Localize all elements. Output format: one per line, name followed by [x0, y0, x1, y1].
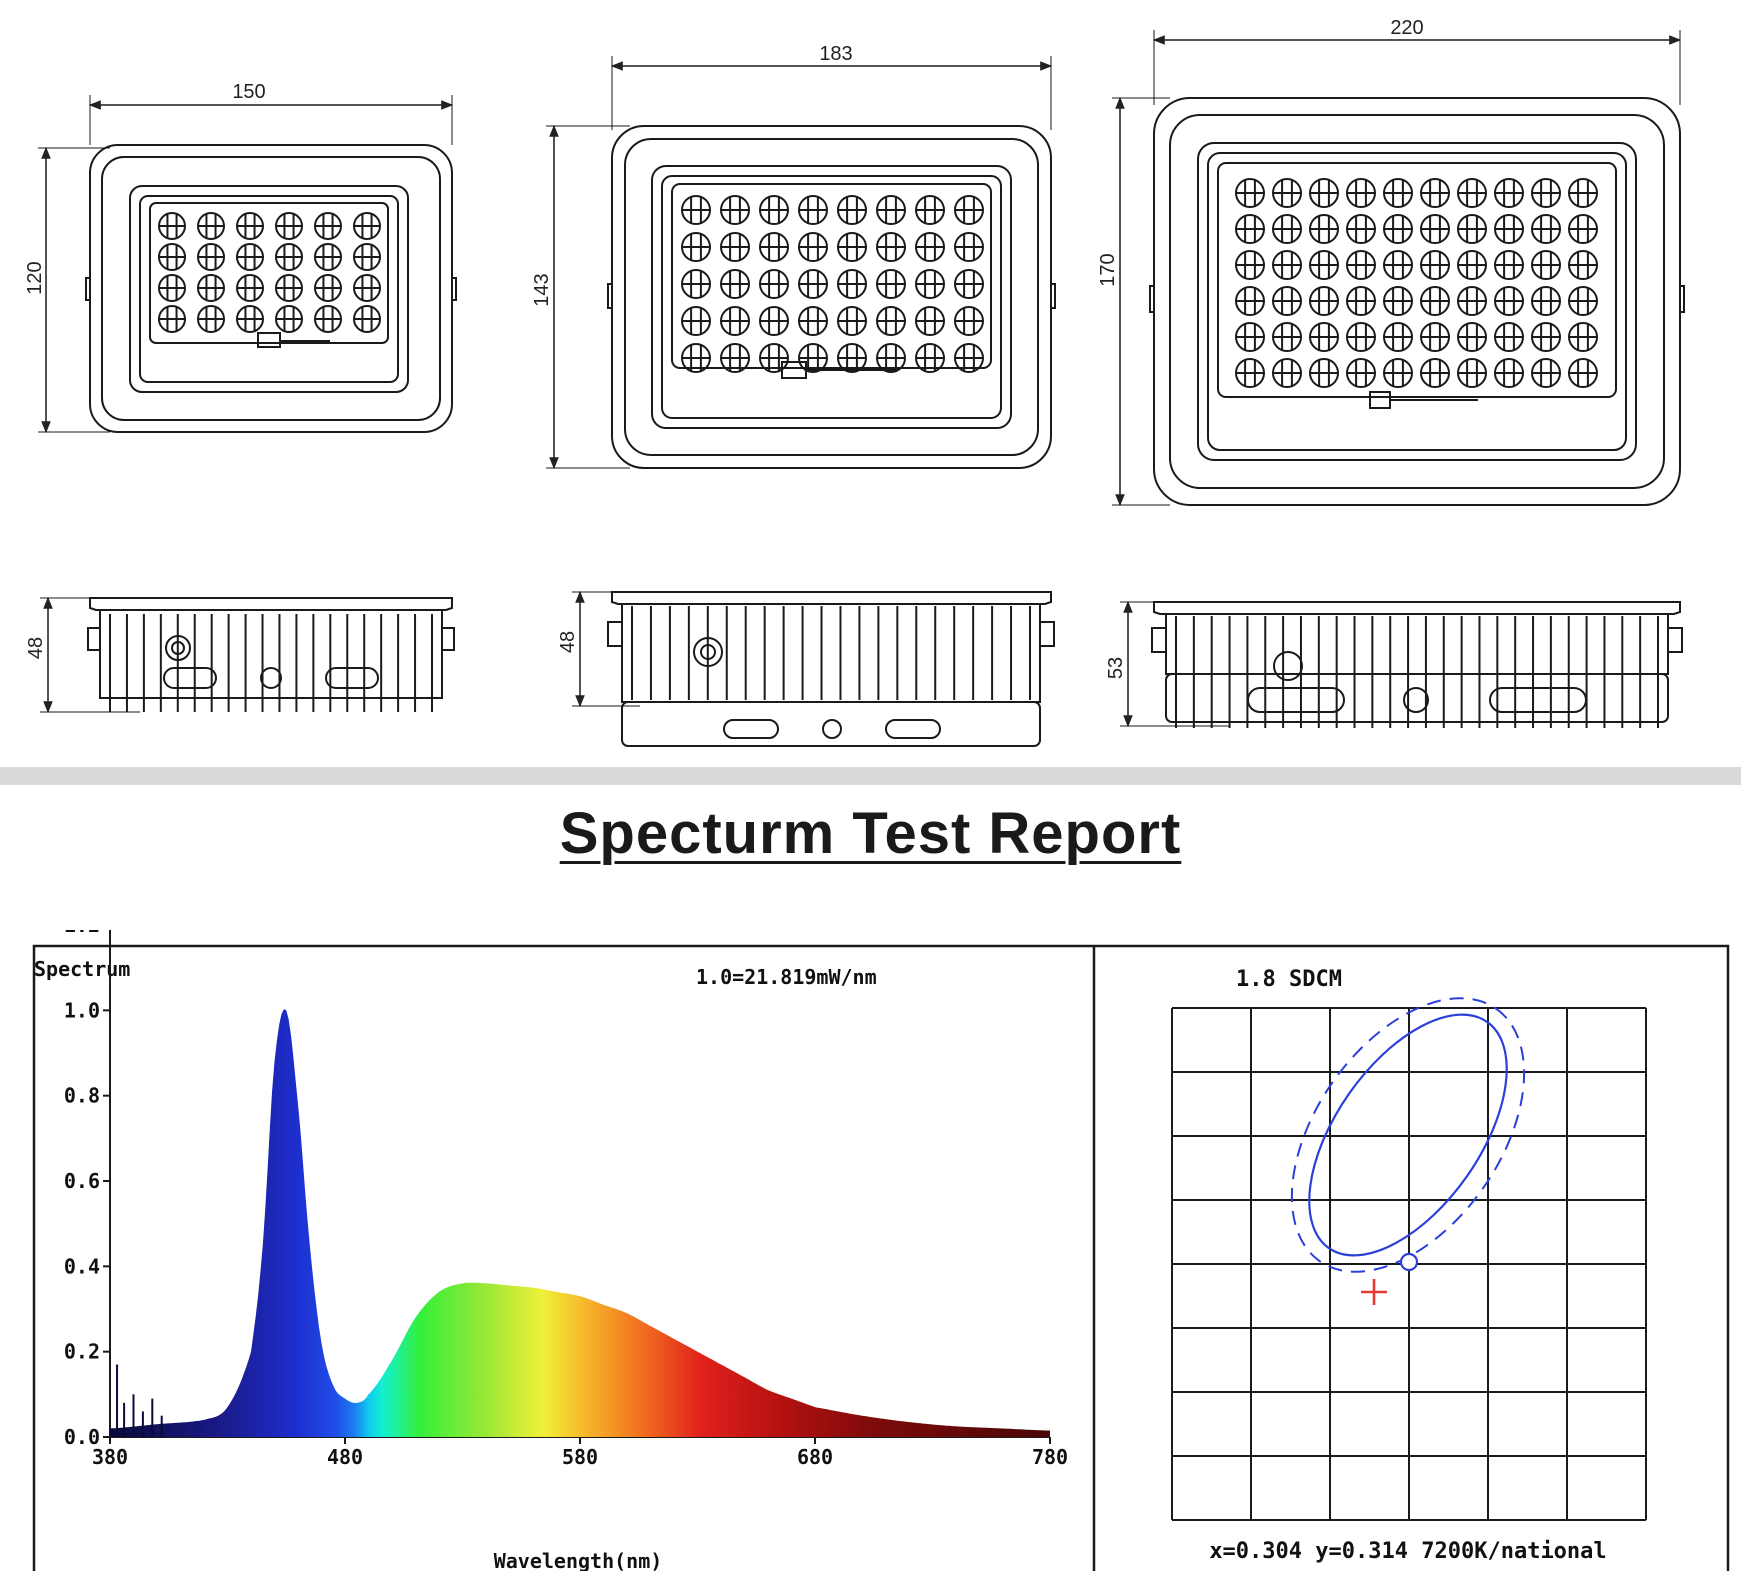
spectrum-chart: Spectrum 1.0=21.819mW/nm Wavelength(nm) … [34, 930, 1068, 1571]
spectrum-x-tick-label: 580 [562, 1445, 598, 1469]
small-depth-label: 48 [25, 637, 47, 659]
spectrum-y-tick-label: 0.0 [64, 1425, 100, 1449]
chromaticity-caption: x=0.304 y=0.314 7200K/national [1209, 1539, 1606, 1564]
spectrum-y-tick-label: 1.0 [64, 998, 100, 1022]
spectrum-y-title: Spectrum [34, 957, 130, 981]
large-depth-label: 53 [1105, 657, 1127, 679]
chromaticity-chart: 1.8 SDCM x=0.304 y=0.314 7200K/national [1171, 967, 1647, 1564]
large-side-view [1120, 600, 1683, 728]
large-front-view [1112, 30, 1685, 507]
product-dimension-drawings: 150 120 183 143 [24, 17, 1685, 747]
spectrum-y-tick-label: 0.8 [64, 1084, 100, 1108]
small-front-view [38, 95, 457, 434]
medium-depth-label: 48 [557, 631, 579, 653]
spectrum-y-tick-label: 0.4 [64, 1254, 100, 1278]
spectrum-x-tick-label: 680 [797, 1445, 833, 1469]
small-width-label: 150 [232, 81, 265, 103]
spectrum-x-tick-label: 780 [1032, 1445, 1068, 1469]
spectrum-report-panel: Spectrum 1.0=21.819mW/nm Wavelength(nm) … [32, 930, 1730, 1571]
section-divider [0, 767, 1741, 785]
spectrum-y-tick-label: 0.6 [64, 1169, 100, 1193]
target-point-circle [1399, 1252, 1419, 1272]
spectrum-area [110, 1009, 1050, 1437]
large-width-label: 220 [1390, 17, 1423, 39]
sdcm-title: 1.8 SDCM [1236, 967, 1342, 992]
small-height-label: 120 [24, 261, 46, 294]
medium-width-label: 183 [819, 43, 852, 65]
medium-side-view [572, 590, 1055, 747]
medium-front-view [546, 56, 1056, 470]
medium-height-label: 143 [531, 273, 553, 306]
spectrum-x-tick-label: 480 [327, 1445, 363, 1469]
large-height-label: 170 [1097, 253, 1119, 286]
report-frame [32, 944, 1730, 1571]
report-title: Specturm Test Report [559, 801, 1182, 866]
spectrum-annotation: 1.0=21.819mW/nm [696, 965, 877, 989]
sdcm-ellipse-dashed [1290, 997, 1526, 1273]
sdcm-ellipse-solid [1308, 1013, 1508, 1257]
spectrum-y-tick-label: 0.2 [64, 1340, 100, 1364]
measured-point-marker [1361, 1279, 1387, 1305]
spectrum-x-title: Wavelength(nm) [494, 1549, 663, 1571]
small-side-view [40, 596, 455, 714]
spectrum-y-tick-label: 1.2 [64, 930, 100, 937]
spectrum-x-tick-label: 380 [92, 1445, 128, 1469]
